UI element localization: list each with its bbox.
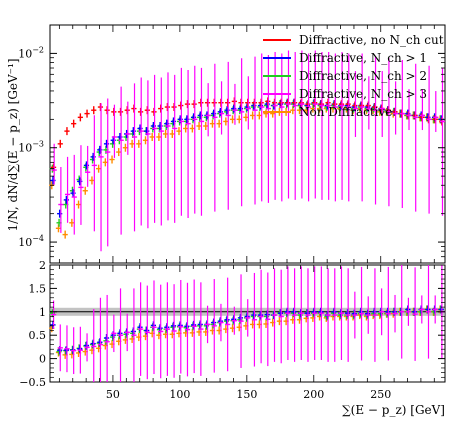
x-tick-label: 100 (169, 388, 190, 401)
x-tick-label: 150 (236, 388, 257, 401)
ratio-y-tick-label: 1.5 (29, 282, 47, 295)
legend-label: Diffractive, N_ch > 3 (299, 87, 427, 101)
legend: Diffractive, no N_ch cut Diffractive, N_c… (263, 33, 444, 119)
main-y-axis-label: 1/N, dN/d∑(E − p_z) [GeV⁻¹] (6, 59, 20, 232)
main-y-tick-label: 10−4 (18, 234, 44, 249)
x-tick-label: 50 (106, 388, 120, 401)
ratio-y-tick-label: 1 (39, 306, 46, 319)
legend-label: Diffractive, N_ch > 2 (299, 69, 427, 83)
ratio-y-tick-label: 0.5 (29, 329, 47, 342)
legend-label: Diffractive, no N_ch cut (299, 33, 444, 47)
ratio-y-tick-label: 2 (39, 259, 46, 272)
x-axis-label: ∑(E − p_z) [GeV] (342, 403, 445, 417)
ratio-plot-frame (49, 264, 446, 383)
legend-label: Diffractive, N_ch > 1 (299, 51, 427, 65)
main-plot-frame (49, 24, 446, 264)
main-axis-ticks: 10−4 10−3 10−2 (18, 24, 445, 264)
x-tick-label: 200 (303, 388, 324, 401)
ratio-y-tick-label: −0.5 (19, 376, 46, 389)
main-y-tick-label: 10−2 (18, 45, 44, 60)
x-tick-label: 250 (370, 388, 391, 401)
ratio-plot-marks (49, 265, 445, 382)
ratio-y-tick-label: 0 (39, 353, 46, 366)
legend-label: Non Diffractive (299, 105, 392, 119)
main-y-tick-label: 10−3 (18, 140, 44, 155)
